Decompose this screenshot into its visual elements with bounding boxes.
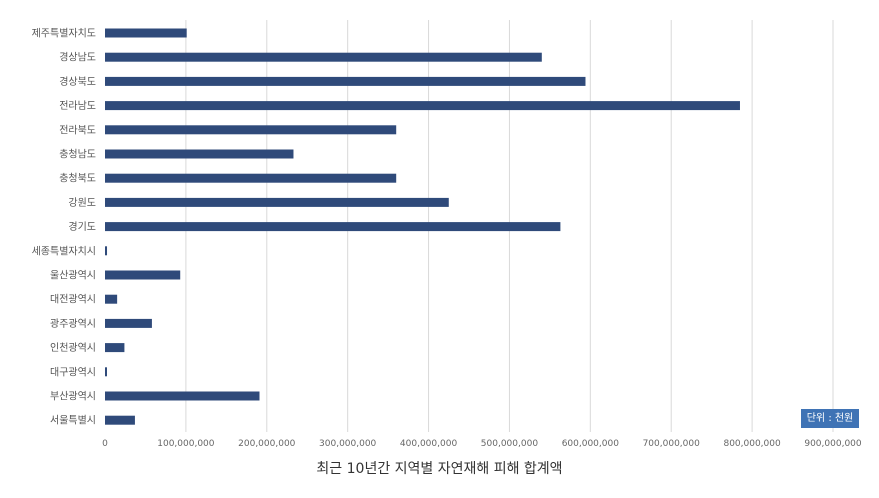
bar bbox=[105, 270, 181, 280]
chart-title: 최근 10년간 지역별 자연재해 피해 합계액 bbox=[316, 461, 563, 477]
x-tick-label: 200,000,000 bbox=[238, 439, 296, 449]
category-label: 전라남도 bbox=[59, 100, 96, 112]
unit-badge: 단위 : 천원 bbox=[801, 409, 859, 428]
category-label: 충청북도 bbox=[59, 173, 96, 185]
category-label: 전라북도 bbox=[59, 124, 96, 136]
bar bbox=[105, 222, 561, 232]
bar bbox=[105, 28, 187, 38]
bar bbox=[105, 391, 260, 401]
x-tick-label: 800,000,000 bbox=[723, 439, 781, 449]
category-label: 광주광역시 bbox=[50, 318, 96, 330]
category-label: 인천광역시 bbox=[50, 342, 96, 354]
bar bbox=[105, 367, 107, 377]
bar bbox=[105, 173, 397, 183]
category-label: 울산광역시 bbox=[50, 270, 96, 282]
x-tick-label: 900,000,000 bbox=[804, 439, 862, 449]
x-tick-label: 500,000,000 bbox=[481, 439, 539, 449]
category-label: 대전광역시 bbox=[50, 294, 96, 306]
bar bbox=[105, 343, 125, 353]
bar bbox=[105, 246, 108, 256]
x-tick-label: 700,000,000 bbox=[643, 439, 701, 449]
category-label: 부산광역시 bbox=[50, 391, 96, 403]
x-tick-label: 600,000,000 bbox=[562, 439, 620, 449]
bar bbox=[105, 197, 449, 207]
category-label: 제주특별자치도 bbox=[32, 28, 96, 40]
x-tick-label: 0 bbox=[102, 439, 108, 449]
category-label: 강원도 bbox=[68, 197, 96, 209]
bar bbox=[105, 52, 542, 62]
x-tick-label: 100,000,000 bbox=[157, 439, 215, 449]
bar bbox=[105, 149, 294, 159]
category-label: 충청남도 bbox=[59, 149, 96, 161]
category-label: 경상남도 bbox=[59, 51, 96, 64]
category-label: 경기도 bbox=[68, 220, 96, 233]
bar bbox=[105, 318, 152, 328]
x-tick-label: 400,000,000 bbox=[400, 439, 458, 449]
category-label: 경상북도 bbox=[59, 75, 96, 88]
x-tick-label: 300,000,000 bbox=[319, 439, 377, 449]
category-label: 서울특별시 bbox=[50, 415, 96, 427]
bar bbox=[105, 125, 397, 135]
bar bbox=[105, 415, 135, 425]
bar bbox=[105, 294, 118, 304]
bar bbox=[105, 101, 740, 111]
category-label: 세종특별자치시 bbox=[32, 245, 96, 257]
bar bbox=[105, 76, 586, 86]
category-label: 대구광역시 bbox=[50, 366, 96, 378]
